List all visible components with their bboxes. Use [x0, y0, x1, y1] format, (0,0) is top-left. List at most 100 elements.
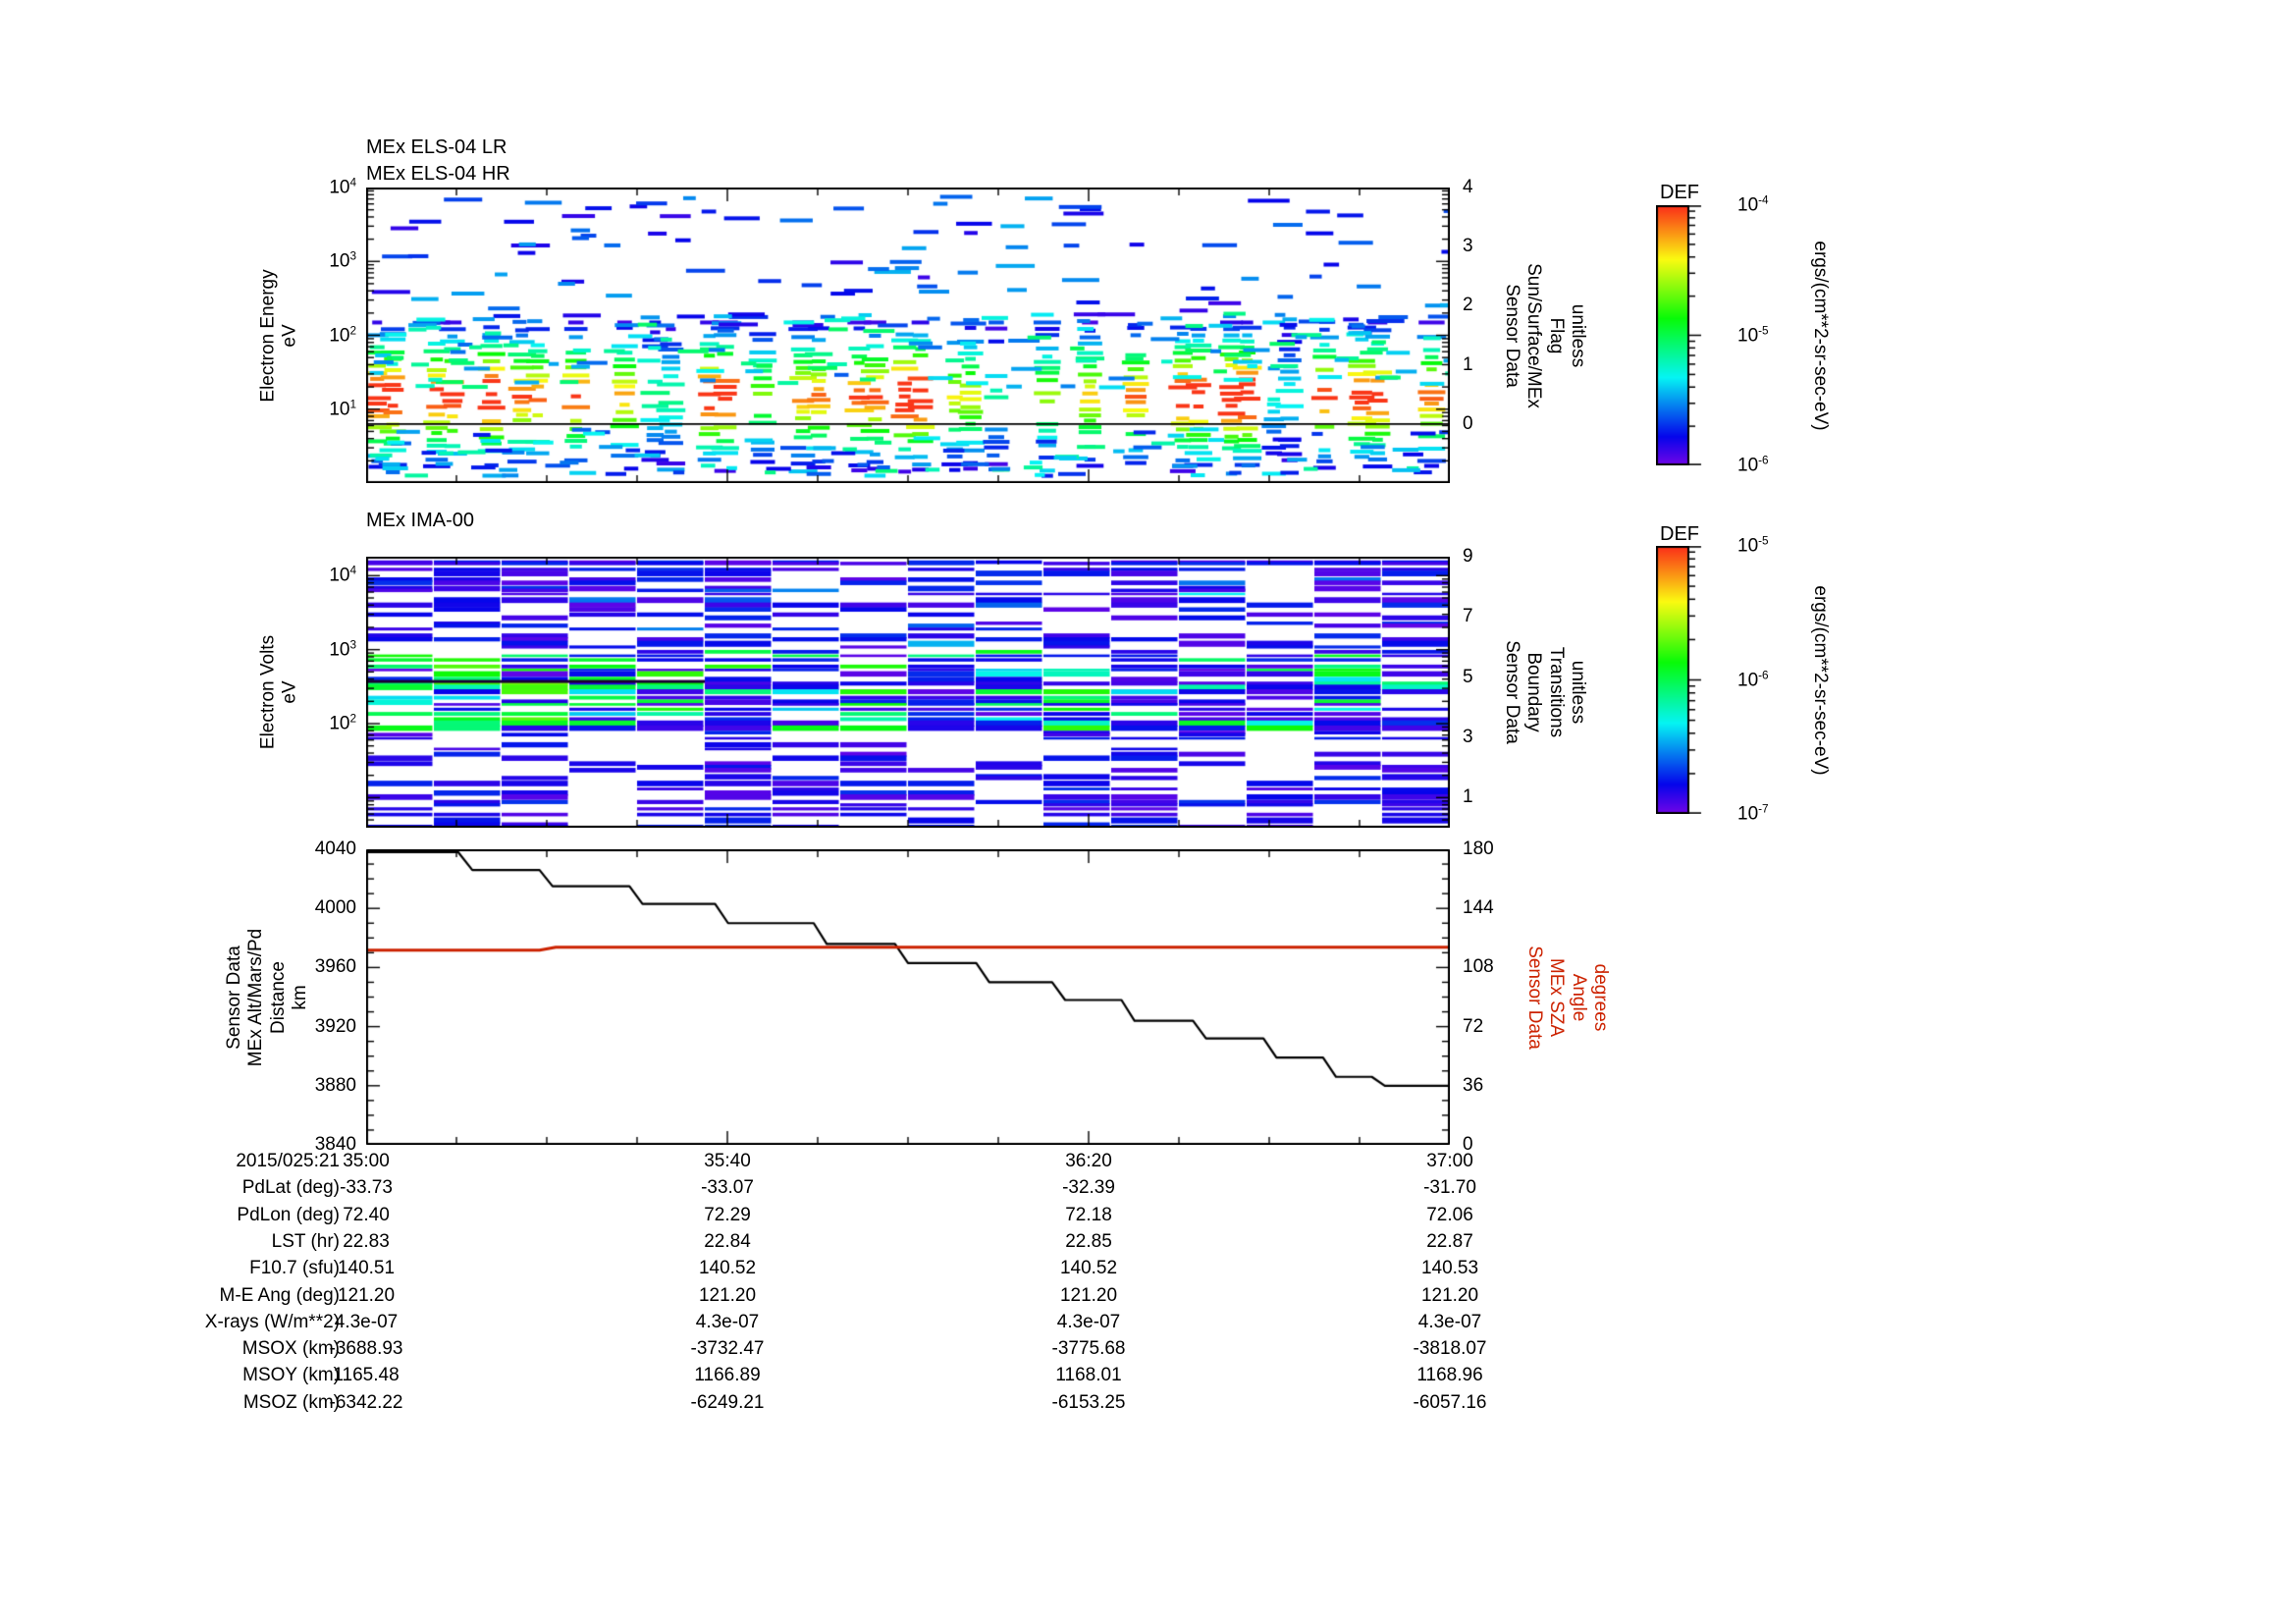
- sza-tick: 108: [1463, 956, 1494, 978]
- altitude-axis-label: Sensor Data MEx Alt/Mars/Pd Distance km: [224, 928, 311, 1066]
- els-flag-tick: 3: [1463, 236, 1473, 257]
- els-flag-tick: 4: [1463, 177, 1473, 197]
- table-cell-value: 4.3e-07: [1417, 1311, 1482, 1332]
- sza-axis-label: degrees Angle MEx SZA Sensor Data: [1523, 945, 1611, 1050]
- table-cell-value: 72.40: [343, 1204, 390, 1225]
- table-cell-value: 22.84: [704, 1230, 751, 1252]
- table-cell-value: -3688.93: [329, 1338, 403, 1360]
- ima-colorbar-tick: 10-6: [1737, 668, 1769, 691]
- els-spectrogram-canvas: [366, 188, 1450, 483]
- table-cell-value: 1168.01: [1055, 1365, 1122, 1386]
- table-cell-value: 4.3e-07: [334, 1311, 399, 1332]
- table-cell-value: 121.20: [337, 1284, 396, 1306]
- altitude-tick: 3920: [314, 1015, 356, 1037]
- table-cell-value: 1166.89: [694, 1365, 761, 1386]
- table-row-label: MSOY (km): [242, 1365, 340, 1386]
- table-cell-value: 72.06: [1426, 1204, 1473, 1225]
- table-cell-value: -3732.47: [690, 1338, 765, 1360]
- ima-boundary-tick: 1: [1463, 786, 1473, 808]
- ima-colorbar: [1656, 546, 1703, 814]
- table-cell-value: 140.51: [337, 1258, 396, 1279]
- els-colorbar-tick: 10-6: [1737, 454, 1769, 476]
- altitude-tick: 3840: [314, 1134, 356, 1155]
- table-cell-value: 4.3e-07: [695, 1311, 760, 1332]
- altitude-tick: 3960: [314, 956, 356, 978]
- ima-y-axis-label: Electron Volts eV: [257, 634, 300, 750]
- els-colorbar-tick: 10-5: [1737, 323, 1769, 347]
- table-cell-value: 22.87: [1426, 1230, 1473, 1252]
- table-cell-value: 1165.48: [333, 1365, 400, 1386]
- els-energy-tick: 103: [329, 249, 356, 272]
- els-right-axis-label: unitless Flag Sun/Surface/MEx Sensor Data: [1501, 262, 1588, 408]
- table-row-label: PdLat (deg): [241, 1177, 340, 1199]
- table-cell-value: 121.20: [1059, 1284, 1118, 1306]
- altitude-tick: 3880: [314, 1074, 356, 1096]
- altitude-tick: 4000: [314, 897, 356, 919]
- ima-colorbar-tick: 10-5: [1737, 534, 1769, 557]
- table-cell-value: 121.20: [698, 1284, 757, 1306]
- time-tick-label: 37:00: [1426, 1151, 1473, 1171]
- time-tick-label: 35:40: [704, 1151, 751, 1171]
- ima-right-axis-label: unitless Transitions Boundary Sensor Data: [1501, 640, 1588, 744]
- els-flag-tick: 0: [1463, 412, 1473, 434]
- table-cell-value: 22.85: [1065, 1230, 1112, 1252]
- table-cell-value: 72.29: [704, 1204, 751, 1225]
- table-cell-value: -32.39: [1062, 1177, 1115, 1199]
- table-cell-value: -31.70: [1423, 1177, 1476, 1199]
- els-energy-tick: 101: [329, 398, 356, 420]
- table-row-label: M-E Ang (deg): [219, 1284, 341, 1306]
- table-cell-value: 4.3e-07: [1056, 1311, 1121, 1332]
- els-colorbar-units: ergs/(cm**2-sr-sec-eV): [1810, 240, 1832, 431]
- table-row-label: F10.7 (sfu): [249, 1258, 340, 1279]
- ima-spectrogram-canvas: [366, 557, 1450, 828]
- sza-tick: 144: [1463, 897, 1494, 919]
- ima-colorbar-units: ergs/(cm**2-sr-sec-eV): [1810, 584, 1832, 776]
- sza-tick: 0: [1463, 1134, 1473, 1155]
- time-tick-label: 35:00: [343, 1151, 390, 1171]
- table-cell-value: 140.53: [1420, 1258, 1479, 1279]
- els-colorbar-tick: 10-4: [1737, 193, 1769, 216]
- table-row-label: LST (hr): [271, 1230, 340, 1252]
- ima-energy-tick: 104: [329, 564, 356, 586]
- table-cell-value: -33.73: [340, 1177, 393, 1199]
- table-cell-value: -6342.22: [329, 1391, 403, 1413]
- table-cell-value: -6153.25: [1051, 1391, 1126, 1413]
- els-colorbar: [1656, 205, 1703, 465]
- ima-energy-tick: 103: [329, 637, 356, 661]
- time-tick-label: 36:20: [1065, 1151, 1112, 1171]
- table-row-label: MSOX (km): [241, 1338, 340, 1360]
- sza-tick: 72: [1463, 1015, 1484, 1037]
- els-title-lr: MEx ELS-04 LR: [366, 136, 507, 158]
- table-cell-value: 22.83: [343, 1230, 390, 1252]
- els-colorbar-title: DEF: [1660, 182, 1699, 203]
- table-row-label: MSOZ (km): [242, 1391, 340, 1413]
- table-row-label: PdLon (deg): [237, 1204, 340, 1225]
- ima-colorbar-tick: 10-7: [1737, 802, 1769, 825]
- table-cell-value: 140.52: [1059, 1258, 1118, 1279]
- els-energy-tick: 104: [329, 176, 356, 198]
- table-cell-value: 72.18: [1065, 1204, 1112, 1225]
- ima-title: MEx IMA-00: [366, 510, 475, 531]
- ima-boundary-tick: 3: [1463, 727, 1473, 747]
- ima-boundary-tick: 7: [1463, 606, 1473, 627]
- table-cell-value: 140.52: [698, 1258, 757, 1279]
- ima-colorbar-title: DEF: [1660, 523, 1699, 545]
- altitude-tick: 4040: [314, 839, 356, 859]
- table-cell-value: -6249.21: [690, 1391, 765, 1413]
- els-energy-tick: 102: [329, 323, 356, 347]
- table-cell-value: -33.07: [701, 1177, 754, 1199]
- els-flag-tick: 1: [1463, 353, 1473, 375]
- els-y-axis-label: Electron Energy eV: [257, 268, 300, 403]
- ima-boundary-tick: 9: [1463, 546, 1473, 567]
- time-axis-date-label: 2015/025:21: [236, 1151, 340, 1171]
- table-cell-value: -3818.07: [1413, 1338, 1487, 1360]
- ima-boundary-tick: 5: [1463, 666, 1473, 687]
- table-cell-value: -3775.68: [1051, 1338, 1126, 1360]
- els-title-hr: MEx ELS-04 HR: [366, 163, 510, 185]
- table-row-label: X-rays (W/m**2): [204, 1311, 340, 1332]
- els-flag-tick: 2: [1463, 295, 1473, 316]
- table-cell-value: 121.20: [1420, 1284, 1479, 1306]
- table-cell-value: -6057.16: [1413, 1391, 1487, 1413]
- sza-tick: 180: [1463, 839, 1494, 859]
